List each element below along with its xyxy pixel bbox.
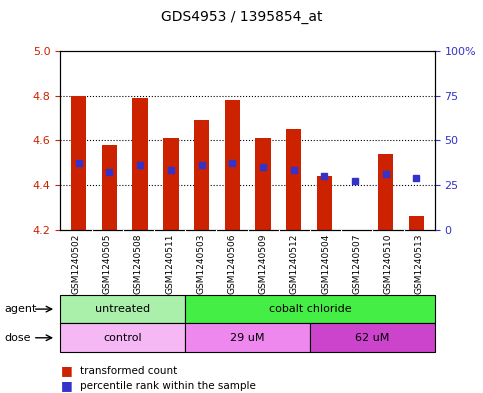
Bar — [194, 120, 209, 230]
Bar — [102, 145, 117, 230]
Text: agent: agent — [5, 304, 37, 314]
Text: control: control — [103, 333, 142, 343]
Text: ■: ■ — [60, 364, 72, 377]
Text: GSM1240507: GSM1240507 — [352, 233, 361, 294]
Bar — [225, 100, 240, 230]
Text: GSM1240508: GSM1240508 — [134, 233, 143, 294]
Bar — [409, 217, 424, 230]
Text: GSM1240504: GSM1240504 — [321, 233, 330, 294]
Bar — [255, 138, 270, 230]
Text: dose: dose — [5, 333, 31, 343]
Text: GSM1240506: GSM1240506 — [227, 233, 237, 294]
Bar — [316, 176, 332, 230]
Text: GSM1240502: GSM1240502 — [71, 233, 81, 294]
Bar — [378, 154, 393, 230]
Text: 29 uM: 29 uM — [230, 333, 265, 343]
Text: GSM1240509: GSM1240509 — [258, 233, 268, 294]
Text: cobalt chloride: cobalt chloride — [269, 304, 351, 314]
Bar — [163, 138, 179, 230]
Text: 62 uM: 62 uM — [355, 333, 389, 343]
Text: percentile rank within the sample: percentile rank within the sample — [80, 380, 256, 391]
Text: GSM1240511: GSM1240511 — [165, 233, 174, 294]
Text: GSM1240510: GSM1240510 — [384, 233, 392, 294]
Text: GSM1240503: GSM1240503 — [196, 233, 205, 294]
Text: GDS4953 / 1395854_at: GDS4953 / 1395854_at — [161, 10, 322, 24]
Text: GSM1240505: GSM1240505 — [103, 233, 112, 294]
Text: ■: ■ — [60, 379, 72, 392]
Text: GSM1240512: GSM1240512 — [290, 233, 299, 294]
Text: transformed count: transformed count — [80, 365, 177, 376]
Bar — [71, 96, 86, 230]
Bar — [132, 98, 148, 230]
Bar — [286, 129, 301, 230]
Text: untreated: untreated — [95, 304, 150, 314]
Text: GSM1240513: GSM1240513 — [414, 233, 424, 294]
